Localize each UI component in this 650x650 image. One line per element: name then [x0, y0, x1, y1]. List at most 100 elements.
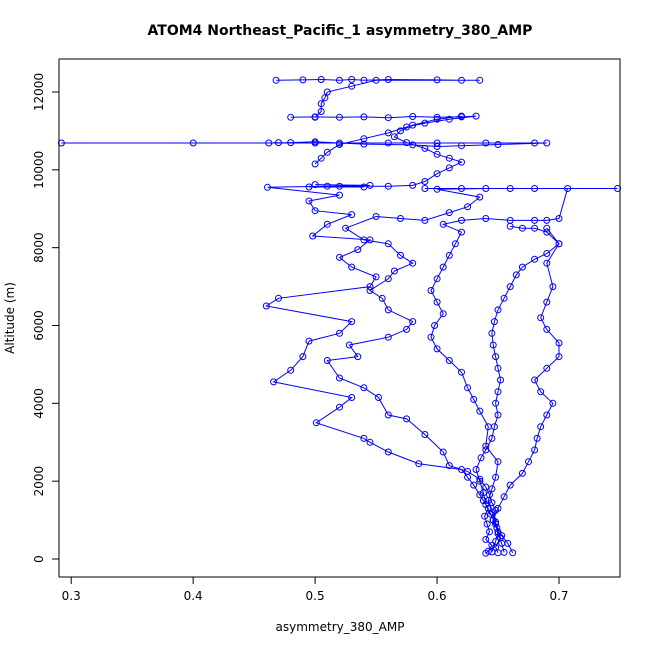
data-point [311, 181, 319, 189]
data-point [492, 473, 500, 481]
data-point [305, 197, 313, 205]
data-point [445, 164, 453, 172]
data-point [549, 283, 557, 291]
data-point [287, 366, 295, 374]
data-point [360, 140, 368, 148]
data-point [476, 491, 484, 499]
data-point [415, 460, 423, 468]
data-point [264, 183, 271, 191]
data-point [348, 82, 356, 90]
data-point [458, 158, 465, 166]
data-point [488, 485, 496, 493]
data-point [494, 306, 502, 314]
data-point [366, 438, 374, 446]
data-point [433, 143, 441, 150]
data-point [323, 182, 331, 190]
series-4 [488, 224, 563, 556]
data-point [543, 139, 551, 147]
data-point [555, 215, 563, 222]
data-point [433, 275, 441, 283]
data-point [506, 481, 514, 489]
series-line [309, 115, 463, 188]
data-point [472, 466, 480, 473]
data-point [488, 434, 496, 442]
data-point [500, 294, 508, 302]
data-point [360, 236, 368, 244]
data-point [445, 357, 453, 364]
data-point [384, 240, 392, 248]
data-point [494, 411, 502, 419]
series-7 [272, 76, 484, 121]
data-point [342, 224, 350, 232]
data-point [384, 139, 392, 147]
plot-area [57, 76, 622, 557]
data-point [564, 185, 572, 192]
data-point [531, 376, 539, 384]
data-point [421, 144, 429, 152]
data-point [433, 298, 441, 306]
data-point [488, 329, 496, 337]
data-point [476, 477, 484, 485]
data-point [488, 508, 496, 516]
data-point [464, 203, 472, 211]
x-tick-label: 0.5 [306, 589, 325, 603]
data-point [409, 318, 417, 326]
data-point [189, 139, 197, 147]
data-point [323, 357, 331, 364]
data-point [445, 115, 453, 123]
data-point [384, 306, 392, 314]
data-point [409, 121, 417, 129]
data-point [549, 399, 557, 407]
x-axis-label: asymmetry_380_AMP [276, 620, 405, 634]
data-point [464, 384, 472, 392]
data-point [311, 138, 319, 146]
data-point [458, 228, 465, 236]
data-point [336, 329, 343, 337]
data-point [476, 407, 484, 415]
data-point [311, 113, 319, 121]
data-point [360, 434, 368, 442]
data-point [555, 339, 563, 347]
data-point [537, 314, 545, 322]
data-point [317, 100, 325, 108]
data-point [336, 182, 343, 190]
x-tick-label: 0.7 [549, 589, 568, 603]
data-point [384, 114, 392, 122]
data-point [372, 76, 380, 84]
data-point [384, 333, 392, 341]
series-line [475, 225, 560, 554]
data-point [482, 536, 490, 543]
data-point [384, 182, 392, 190]
y-tick-label: 0 [32, 555, 46, 563]
data-point [531, 446, 539, 454]
data-point [409, 259, 417, 267]
y-tick-label: 12000 [32, 73, 46, 111]
data-point [312, 419, 320, 427]
y-tick-label: 10000 [32, 151, 46, 189]
data-point [472, 112, 480, 120]
data-point [390, 133, 398, 141]
data-point [270, 378, 278, 386]
series-5 [57, 138, 551, 150]
data-point [500, 548, 508, 556]
x-tick-label: 0.6 [428, 589, 447, 603]
data-point [403, 325, 411, 333]
data-point [445, 209, 453, 217]
data-point [317, 154, 325, 162]
data-point [537, 423, 545, 431]
chart-title: ATOM4 Northeast_Pacific_1 asymmetry_380_… [148, 23, 533, 39]
data-point [360, 76, 368, 84]
data-point [421, 431, 429, 438]
data-point [482, 483, 490, 491]
data-point [323, 148, 331, 156]
data-point [354, 353, 362, 361]
data-point [481, 512, 489, 520]
data-point [543, 298, 551, 306]
data-point [492, 399, 500, 407]
data-point [366, 283, 374, 291]
data-point [433, 170, 441, 178]
data-point [384, 76, 392, 83]
data-point [488, 548, 496, 556]
series-1 [323, 185, 622, 557]
